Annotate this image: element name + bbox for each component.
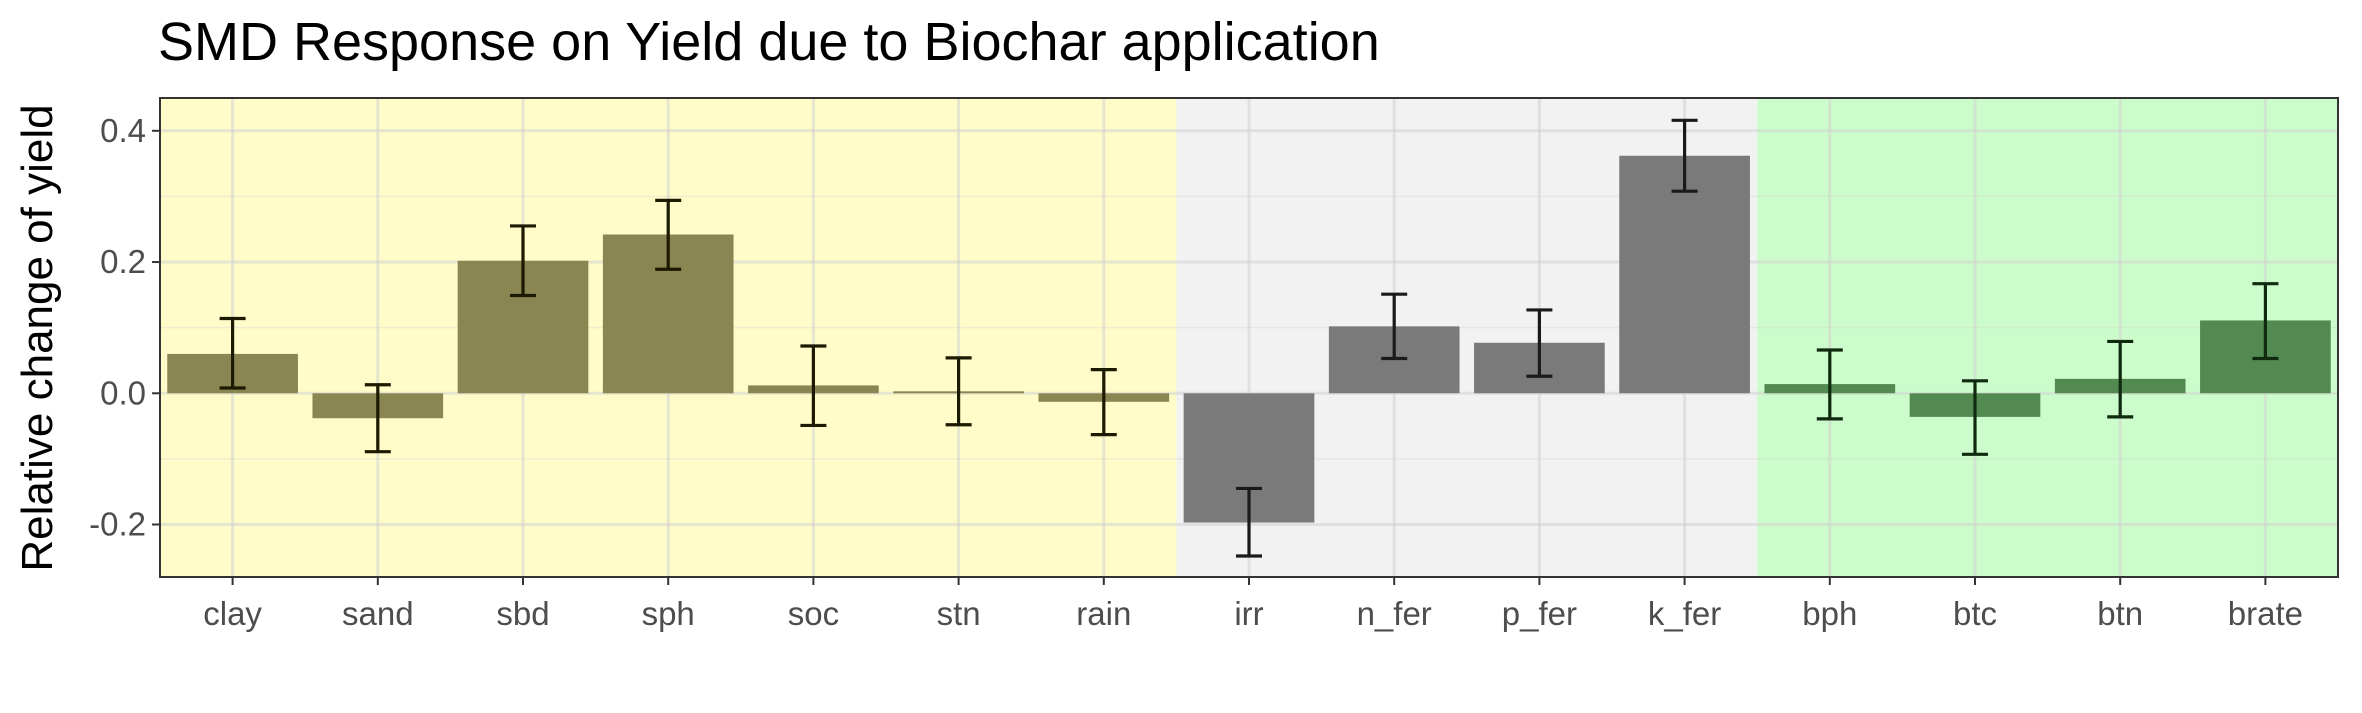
y-tick-label: 0.2 (100, 243, 146, 280)
x-axis-ticks: clay sand sbd sph soc stn rain irr n_fer p_fer k_f… (203, 577, 2303, 632)
chart-title: SMD Response on Yield due to Biochar app… (158, 12, 1380, 72)
error-bar-sph (655, 198, 682, 271)
error-bar-soc (800, 344, 827, 428)
y-tick-label: -0.2 (89, 506, 146, 543)
x-tick-label: sbd (496, 595, 549, 632)
error-bar-brate (2252, 282, 2279, 361)
x-tick-label: bph (1802, 595, 1857, 632)
x-tick-label: n_fer (1357, 595, 1432, 632)
error-bar-clay (219, 316, 246, 390)
x-tick-label: btc (1953, 595, 1997, 632)
error-bars (219, 118, 2279, 558)
y-tick-label: 0.0 (100, 374, 146, 411)
x-tick-label: sand (342, 595, 414, 632)
error-bar-rain (1090, 368, 1117, 437)
error-bar-irr (1236, 486, 1262, 558)
x-tick-label: sph (642, 595, 695, 632)
x-tick-label: stn (937, 595, 981, 632)
x-tick-label: p_fer (1502, 595, 1577, 632)
x-tick-label: brate (2228, 595, 2303, 632)
x-tick-label: soc (788, 595, 839, 632)
x-tick-label: irr (1234, 595, 1263, 632)
bar-k_fer (1619, 155, 1750, 394)
error-bar-sand (364, 383, 391, 454)
error-bar-n_fer (1381, 292, 1408, 361)
error-bar-bph (1816, 348, 1843, 421)
x-tick-label: btn (2097, 595, 2143, 632)
y-tick-label: 0.4 (100, 112, 146, 149)
error-bar-stn (945, 356, 972, 427)
x-tick-label: rain (1076, 595, 1131, 632)
error-bar-sbd (510, 224, 536, 298)
y-axis-label: Relative change of yield (13, 104, 62, 571)
error-bar-btn (2107, 339, 2134, 419)
x-tick-label: clay (203, 595, 262, 632)
y-axis-ticks: -0.2 0.0 0.2 0.4 (89, 112, 160, 543)
x-tick-label: k_fer (1648, 595, 1721, 632)
error-bar-p_fer (1526, 308, 1553, 378)
error-bar-k_fer (1671, 118, 1698, 193)
error-bar-btc (1962, 379, 1988, 456)
